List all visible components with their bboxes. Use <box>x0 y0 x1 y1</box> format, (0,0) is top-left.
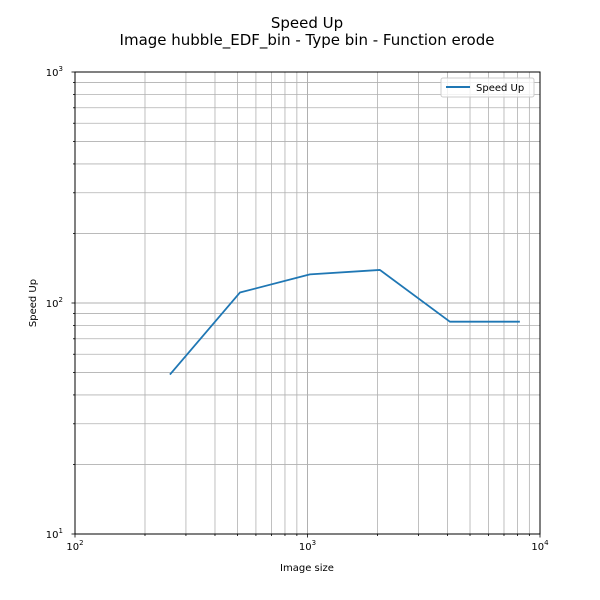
y-tick-label: 103 <box>46 65 63 79</box>
legend-box <box>440 77 535 98</box>
x-tick-label: 104 <box>531 539 549 553</box>
legend: Speed Up <box>440 77 535 98</box>
y-tick-label: 102 <box>46 296 63 310</box>
x-tick-label: 102 <box>66 539 83 553</box>
chart-subtitle: Image hubble_EDF_bin - Type bin - Functi… <box>120 31 495 50</box>
series-line-0 <box>169 269 520 376</box>
legend-label: Speed Up <box>476 83 524 94</box>
y-tick-label: 101 <box>46 527 63 541</box>
y-axis-label: Speed Up <box>28 279 39 327</box>
x-tick-label: 103 <box>299 539 316 553</box>
series-layer <box>169 269 520 376</box>
x-axis-label: Image size <box>280 563 334 574</box>
chart-title: Speed Up <box>271 14 343 32</box>
grid <box>75 72 540 534</box>
